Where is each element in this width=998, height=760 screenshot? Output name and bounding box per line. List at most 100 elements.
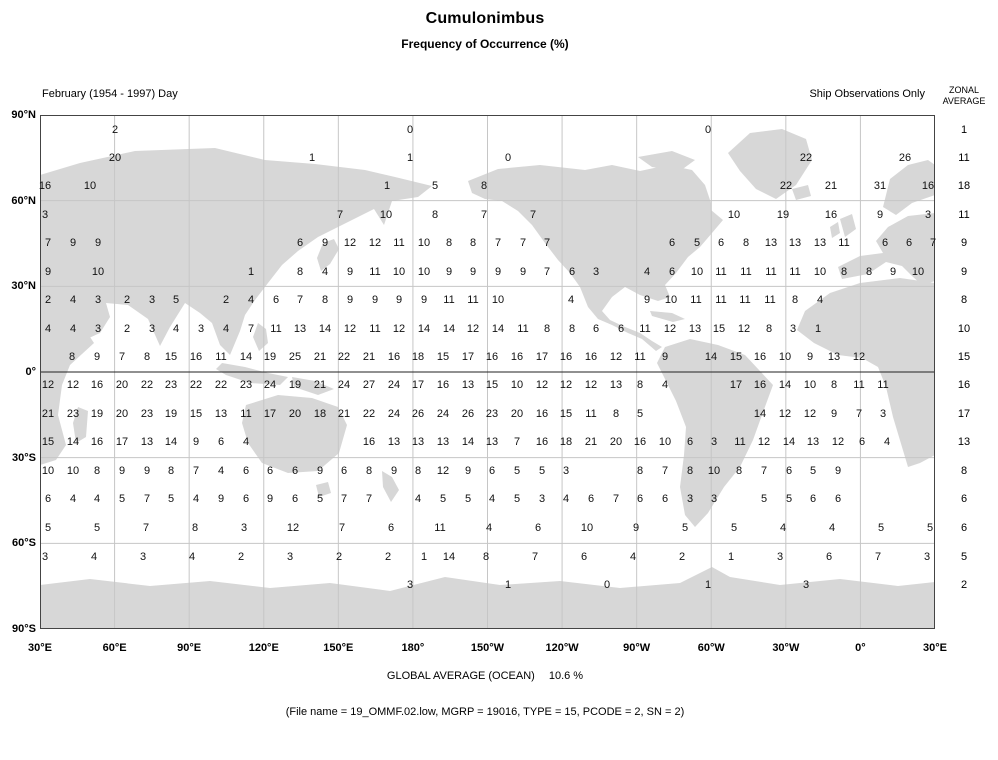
frequency-value: 19 [90,408,104,420]
frequency-value: 3 [879,408,887,420]
frequency-value: 3 [406,579,414,591]
frequency-value: 2 [335,551,343,563]
frequency-value: 21 [337,408,351,420]
frequency-value: 17 [729,379,743,391]
frequency-value: 31 [873,180,887,192]
zonal-average-value: 8 [960,465,968,477]
frequency-value: 22 [189,379,203,391]
frequency-value: 2 [384,551,392,563]
frequency-value: 8 [636,465,644,477]
frequency-value: 14 [461,436,475,448]
frequency-value: 7 [44,237,52,249]
frequency-value: 6 [686,436,694,448]
frequency-value: 2 [237,551,245,563]
frequency-value: 12 [343,237,357,249]
frequency-value: 12 [778,408,792,420]
frequency-value: 4 [90,551,98,563]
frequency-value: 3 [592,266,600,278]
frequency-value: 16 [387,351,401,363]
frequency-value: 10 [813,266,827,278]
frequency-value: 9 [217,493,225,505]
frequency-value: 11 [393,237,405,249]
frequency-value: 3 [686,493,694,505]
frequency-value: 14 [778,379,792,391]
frequency-value: 6 [291,493,299,505]
source-label: Ship Observations Only [809,88,925,100]
zonal-average-value: 6 [960,493,968,505]
frequency-value: 12 [831,436,845,448]
frequency-value: 13 [485,436,499,448]
frequency-value: 5 [167,493,175,505]
zonal-average-value: 9 [960,266,968,278]
map-border [40,115,935,629]
frequency-value: 7 [855,408,863,420]
frequency-value: 19 [776,209,790,221]
frequency-value: 3 [41,209,49,221]
frequency-value: 12 [535,379,549,391]
lon-tick-label: 150°E [323,642,354,654]
frequency-value: 15 [164,351,178,363]
frequency-value: 13 [609,379,623,391]
frequency-value: 10 [707,465,721,477]
frequency-value: 3 [923,551,931,563]
frequency-value: 4 [883,436,891,448]
lat-tick-label: 30°N [11,280,36,293]
frequency-value: 2 [123,294,131,306]
frequency-value: 22 [799,152,813,164]
frequency-value: 14 [66,436,80,448]
frequency-value: 16 [535,408,549,420]
frequency-value: 10 [491,294,505,306]
frequency-value: 3 [562,465,570,477]
frequency-value: 10 [41,465,55,477]
frequency-value: 6 [387,522,395,534]
frequency-value: 4 [192,493,200,505]
frequency-value: 5 [431,180,439,192]
frequency-value: 21 [41,408,55,420]
frequency-value: 12 [368,237,382,249]
frequency-value: 11 [789,266,801,278]
frequency-value: 1 [704,579,712,591]
frequency-value: 13 [688,323,702,335]
frequency-value: 20 [288,408,302,420]
frequency-value: 7 [874,551,882,563]
frequency-value: 8 [865,266,873,278]
lat-tick-label: 30°S [12,451,36,464]
frequency-value: 8 [840,266,848,278]
frequency-value: 6 [340,465,348,477]
frequency-value: 8 [735,465,743,477]
frequency-value: 10 [510,379,524,391]
zonal-average-value: 6 [960,522,968,534]
frequency-value: 9 [371,294,379,306]
frequency-value: 25 [288,351,302,363]
frequency-value: 6 [668,237,676,249]
frequency-value: 21 [313,379,327,391]
frequency-value: 7 [513,436,521,448]
frequency-value: 5 [809,465,817,477]
frequency-value: 12 [286,522,300,534]
frequency-value: 11 [467,294,479,306]
frequency-value: 19 [263,351,277,363]
frequency-value: 7 [929,237,937,249]
zonal-average-value: 11 [958,152,970,164]
frequency-value: 15 [41,436,55,448]
frequency-value: 4 [44,323,52,335]
frequency-value: 15 [729,351,743,363]
frequency-value: 7 [531,551,539,563]
frequency-value: 7 [543,266,551,278]
frequency-value: 9 [266,493,274,505]
frequency-value: 5 [693,237,701,249]
frequency-value: 8 [791,294,799,306]
frequency-value: 16 [485,351,499,363]
frequency-value: 7 [529,209,537,221]
zonal-average-value: 8 [960,294,968,306]
frequency-value: 13 [764,237,778,249]
frequency-value: 6 [834,493,842,505]
frequency-value: 12 [41,379,55,391]
frequency-value: 4 [321,266,329,278]
frequency-value: 23 [485,408,499,420]
frequency-value: 21 [824,180,838,192]
zonal-average-header: ZONAL AVERAGE [933,85,995,107]
frequency-value: 9 [143,465,151,477]
frequency-value: 4 [69,294,77,306]
frequency-value: 5 [538,465,546,477]
